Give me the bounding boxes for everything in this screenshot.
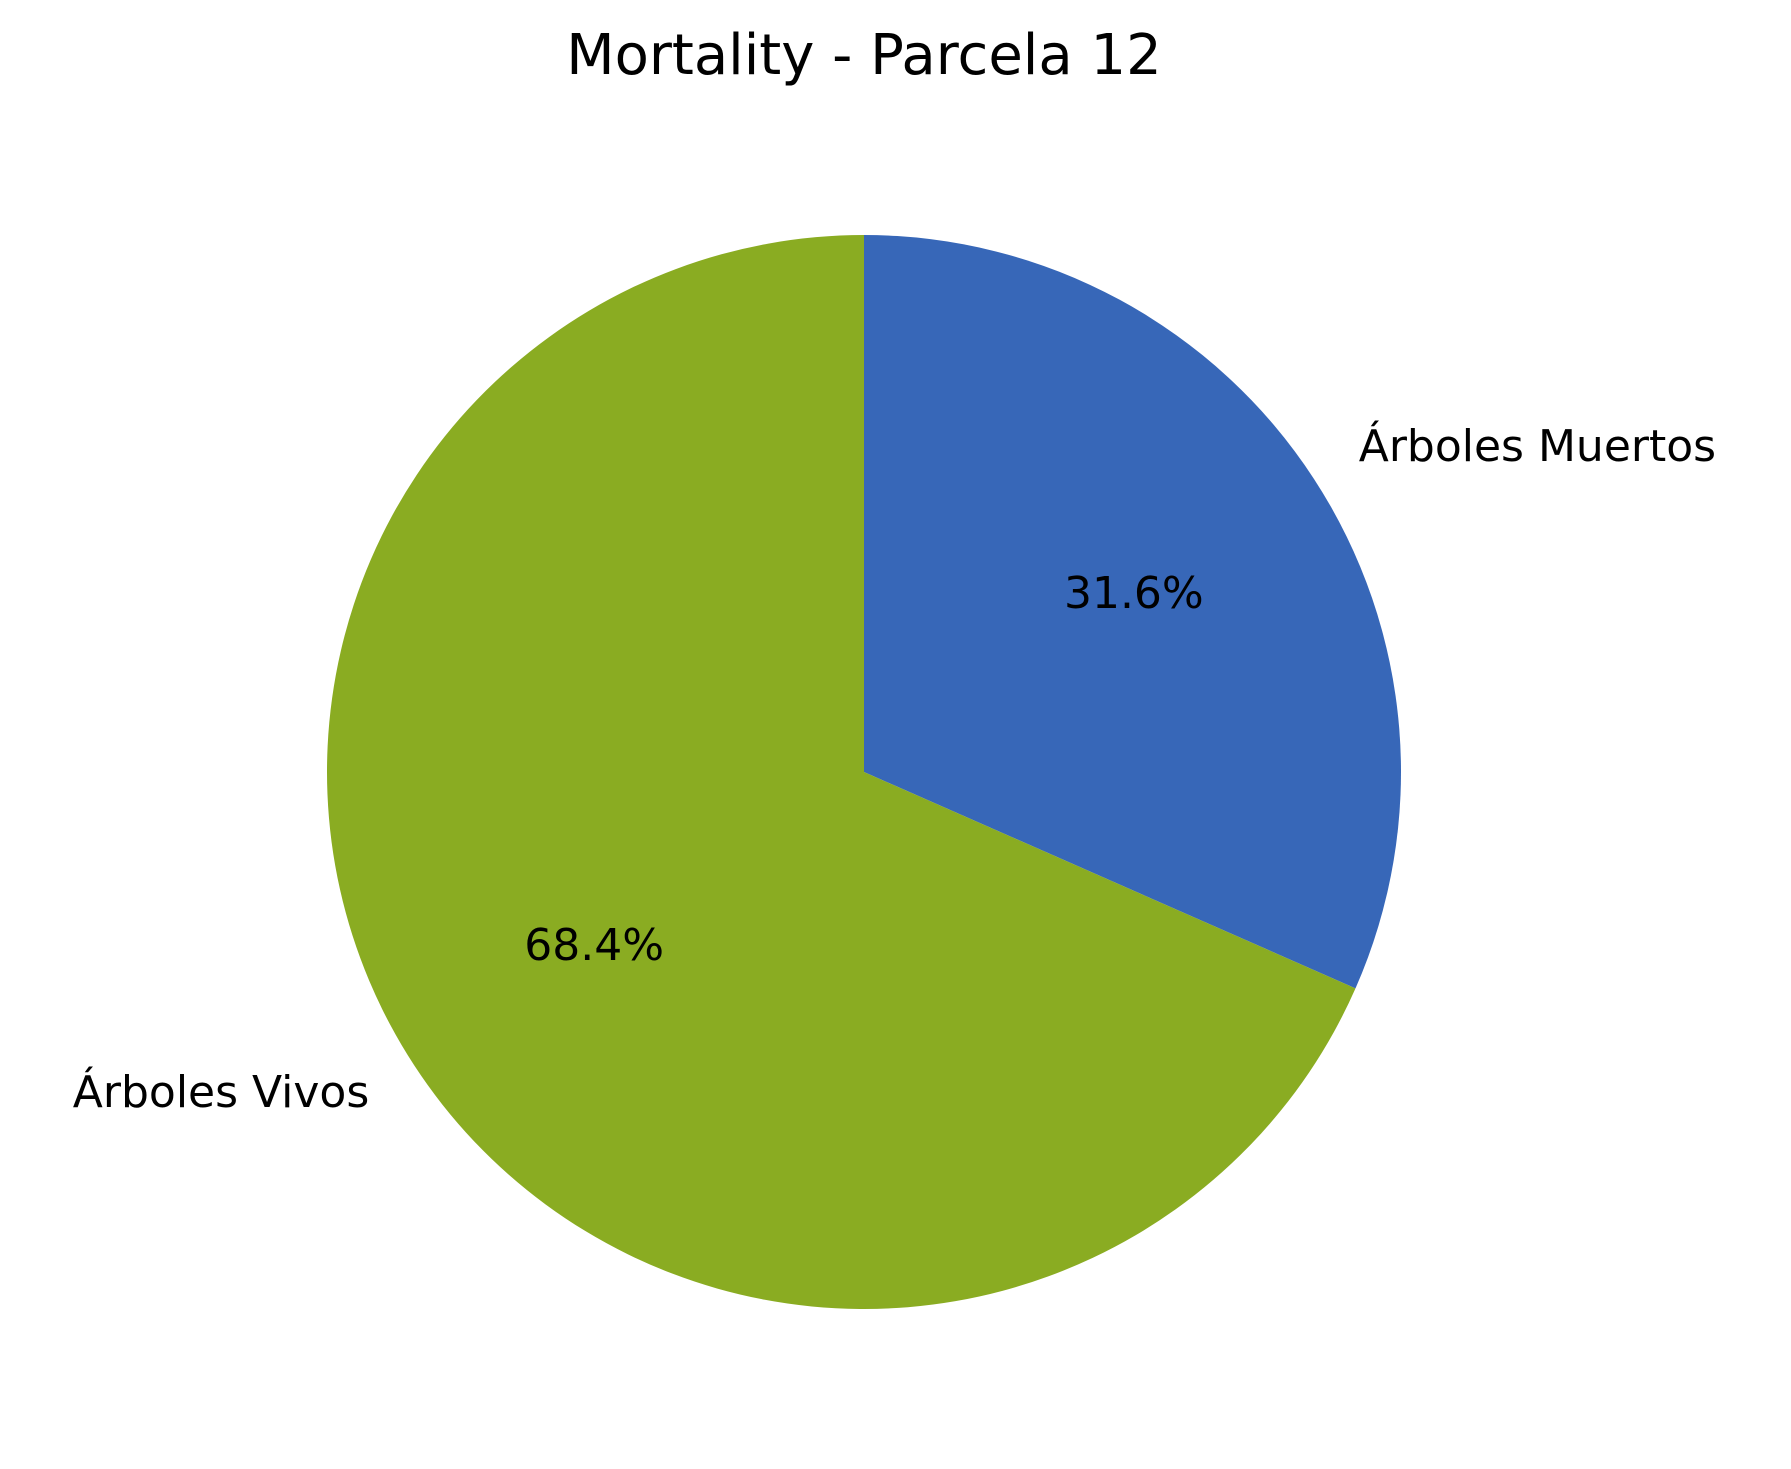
pie-labels: Árboles Muertos 31.6% Árboles Vivos 68.4% (73, 419, 1716, 1118)
slice-label-2: Árboles Vivos (73, 1065, 369, 1118)
slice-percent-label-1: 31.6% (1064, 568, 1204, 619)
chart-title: Mortality - Parcela 12 (566, 23, 1161, 88)
pie-slice-2 (326, 235, 1356, 1309)
slice-percent-label-2: 68.4% (524, 920, 664, 971)
pie-slices (326, 235, 1402, 1309)
pie-slice-1 (864, 235, 1402, 989)
slice-label-1: Árboles Muertos (1359, 419, 1716, 472)
